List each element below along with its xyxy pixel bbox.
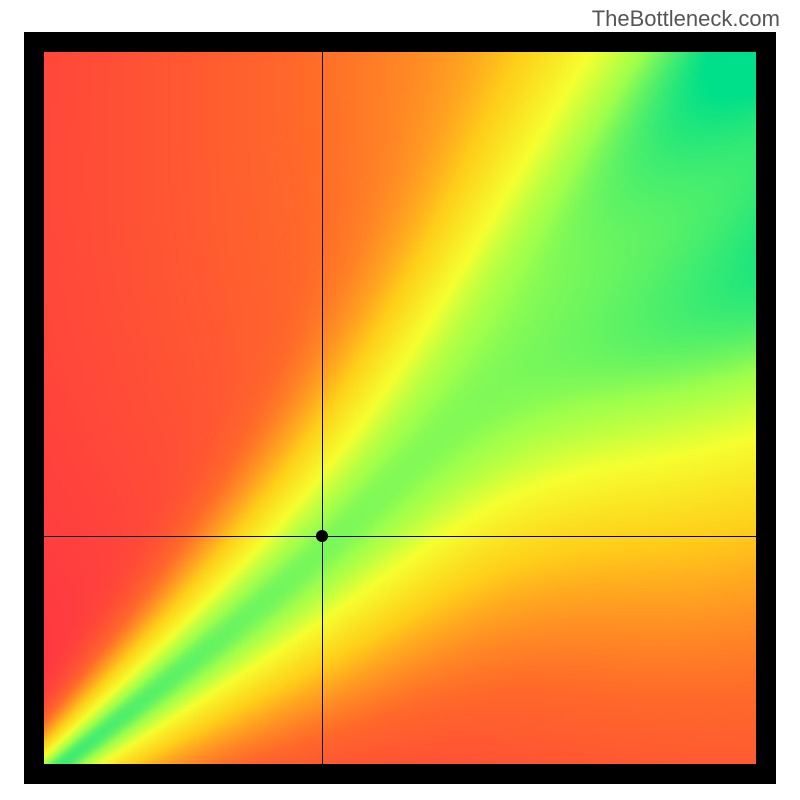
crosshair-horizontal <box>44 536 756 537</box>
bottleneck-heatmap <box>44 52 756 764</box>
crosshair-marker <box>316 530 328 542</box>
chart-frame <box>24 32 776 784</box>
crosshair-vertical <box>322 52 323 764</box>
watermark-text: TheBottleneck.com <box>592 6 780 32</box>
